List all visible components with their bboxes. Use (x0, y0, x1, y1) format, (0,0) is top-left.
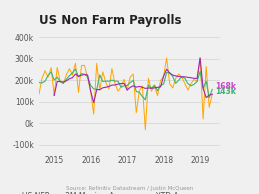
Text: 143k: 143k (215, 87, 236, 96)
Text: Source: Refinitiv Datastream / Justin McQueen: Source: Refinitiv Datastream / Justin Mc… (66, 186, 193, 191)
Text: 168k: 168k (215, 82, 236, 91)
Text: US Non Farm Payrolls: US Non Farm Payrolls (39, 14, 181, 27)
Legend: US NFP, 3M Moving Average, YTD Average: US NFP, 3M Moving Average, YTD Average (7, 189, 208, 194)
